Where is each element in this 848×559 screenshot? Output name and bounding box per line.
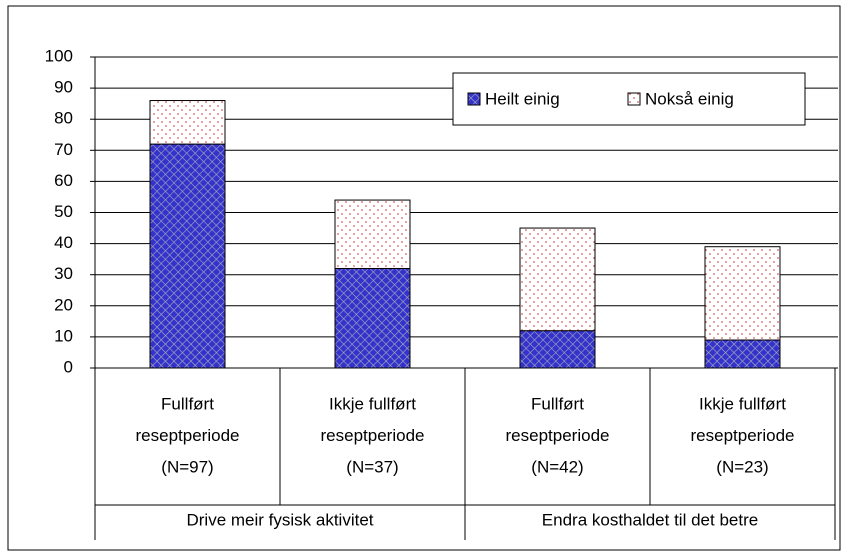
y-tick-label: 60 xyxy=(54,171,73,190)
y-tick-label: 90 xyxy=(54,78,73,97)
x-tick-label: (N=23) xyxy=(716,457,768,476)
x-tick-label: Ikkje fullført xyxy=(329,394,416,413)
legend-label: Heilt einig xyxy=(485,89,560,108)
bar-segment xyxy=(149,143,226,369)
bar-segment xyxy=(149,100,226,145)
bar-segment xyxy=(519,227,596,332)
bar-segment xyxy=(334,267,411,369)
bar-segment xyxy=(519,330,596,369)
y-tick-label: 20 xyxy=(54,295,73,314)
y-tick-label: 70 xyxy=(54,140,73,159)
x-tick-label: Fullført xyxy=(161,394,214,413)
x-tick-label: (N=42) xyxy=(531,457,583,476)
y-tick-label: 40 xyxy=(54,233,73,252)
y-tick-label: 10 xyxy=(54,326,73,345)
x-tick-label: (N=97) xyxy=(161,457,213,476)
x-tick-label: reseptperiode xyxy=(506,426,610,445)
y-tick-label: 80 xyxy=(54,109,73,128)
y-tick-label: 50 xyxy=(54,202,73,221)
bar-segment xyxy=(704,339,781,369)
bar-segment xyxy=(704,246,781,341)
y-tick-label: 0 xyxy=(64,357,73,376)
group-label: Drive meir fysisk aktivitet xyxy=(186,510,373,529)
x-tick-label: reseptperiode xyxy=(136,426,240,445)
legend-label: Nokså einig xyxy=(645,89,734,108)
y-tick-label: 100 xyxy=(45,46,73,65)
group-label: Endra kosthaldet til det betre xyxy=(542,510,758,529)
x-tick-label: reseptperiode xyxy=(321,426,425,445)
y-tick-label: 30 xyxy=(54,264,73,283)
x-tick-label: reseptperiode xyxy=(691,426,795,445)
x-tick-label: (N=37) xyxy=(346,457,398,476)
x-tick-label: Fullført xyxy=(531,394,584,413)
x-tick-label: Ikkje fullført xyxy=(699,394,786,413)
bar-segment xyxy=(334,199,411,269)
legend-swatch xyxy=(627,92,641,106)
legend-swatch xyxy=(467,92,481,106)
